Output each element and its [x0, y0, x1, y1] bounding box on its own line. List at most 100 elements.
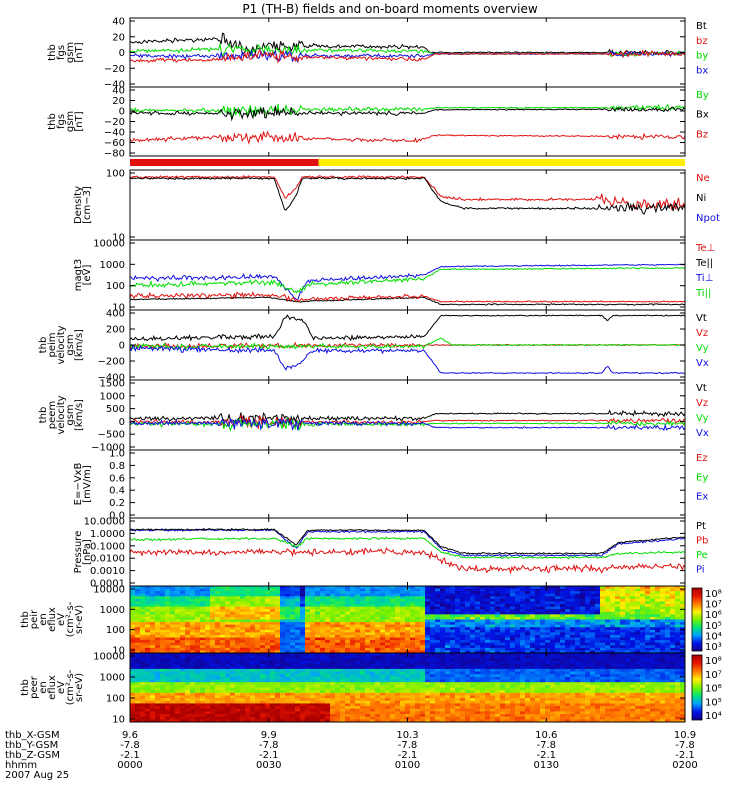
spectrogram-cell — [160, 677, 165, 680]
spectrogram-cell — [430, 627, 435, 630]
spectrogram-cell — [580, 632, 585, 635]
spectrogram-cell — [205, 717, 210, 720]
spectrogram-cell — [330, 614, 335, 617]
spectrogram-cell — [380, 632, 385, 635]
spectrogram-cell — [220, 632, 225, 635]
spectrogram-cell — [440, 625, 445, 628]
spectrogram-cell — [455, 703, 460, 706]
spectrogram-cell — [400, 604, 405, 607]
spectrogram-cell — [335, 609, 340, 612]
spectrogram-cell — [345, 685, 350, 688]
spectrogram-cell — [240, 688, 245, 691]
spectrogram-cell — [260, 672, 265, 675]
spectrogram-cell — [535, 645, 540, 648]
spectrogram-cell — [455, 645, 460, 648]
spectrogram-cell — [220, 711, 225, 714]
spectrogram-cell — [180, 635, 185, 638]
spectrogram-cell — [145, 617, 150, 620]
spectrogram-cell — [430, 645, 435, 648]
spectrogram-cell — [140, 599, 145, 602]
spectrogram-cell — [155, 661, 160, 664]
y-tick-label: 20 — [112, 96, 125, 107]
spectrogram-cell — [445, 625, 450, 628]
spectrogram-cell — [525, 589, 530, 592]
spectrogram-cell — [400, 622, 405, 625]
spectrogram-cell — [450, 714, 455, 717]
spectrogram-cell — [255, 711, 260, 714]
spectrogram-cell — [430, 643, 435, 646]
spectrogram-cell — [180, 607, 185, 610]
spectrogram-cell — [385, 703, 390, 706]
spectrogram-cell — [140, 640, 145, 643]
spectrogram-cell — [180, 622, 185, 625]
spectrogram-cell — [130, 596, 135, 599]
spectrogram-cell — [235, 638, 240, 641]
spectrogram-cell — [660, 612, 665, 615]
spectrogram-cell — [480, 627, 485, 630]
spectrogram-cell — [585, 609, 590, 612]
spectrogram-cell — [195, 589, 200, 592]
spectrogram-cell — [335, 709, 340, 712]
spectrogram-cell — [620, 635, 625, 638]
spectrogram-cell — [135, 661, 140, 664]
spectrogram-cell — [550, 643, 555, 646]
spectrogram-cell — [595, 607, 600, 610]
spectrogram-cell — [170, 609, 175, 612]
spectrogram-cell — [195, 658, 200, 661]
spectrogram-cell — [370, 625, 375, 628]
spectrogram-cell — [160, 709, 165, 712]
spectrogram-cell — [290, 625, 295, 628]
spectrogram-cell — [155, 620, 160, 623]
spectrogram-cell — [290, 672, 295, 675]
spectrogram-cell — [240, 711, 245, 714]
spectrogram-cell — [335, 658, 340, 661]
spectrogram-cell — [420, 669, 425, 672]
spectrogram-cell — [520, 601, 525, 604]
spectrogram-cell — [550, 591, 555, 594]
spectrogram-cell — [305, 674, 310, 677]
peim-series-blue — [130, 346, 685, 374]
spectrogram-cell — [450, 677, 455, 680]
spectrogram-cell — [625, 589, 630, 592]
spectrogram-cell — [265, 661, 270, 664]
spectrogram-cell — [540, 630, 545, 633]
spectrogram-cell — [375, 703, 380, 706]
spectrogram-cell — [190, 632, 195, 635]
spectrogram-cell — [335, 635, 340, 638]
spectrogram-cell — [450, 625, 455, 628]
spectrogram-cell — [170, 666, 175, 669]
spectrogram-cell — [325, 643, 330, 646]
spectrogram-cell — [320, 591, 325, 594]
spectrogram-cell — [265, 620, 270, 623]
spectrogram-cell — [445, 638, 450, 641]
spectrogram-cell — [400, 688, 405, 691]
spectrogram-cell — [150, 685, 155, 688]
spectrogram-cell — [165, 674, 170, 677]
spectrogram-cell — [200, 698, 205, 701]
spectrogram-cell — [335, 620, 340, 623]
spectrogram-cell — [270, 680, 275, 683]
spectrogram-cell — [425, 627, 430, 630]
spectrogram-cell — [545, 617, 550, 620]
spectrogram-cell — [415, 690, 420, 693]
spectrogram-cell — [535, 609, 540, 612]
spectrogram-cell — [235, 617, 240, 620]
spectrogram-cell — [180, 674, 185, 677]
spectrogram-cell — [575, 622, 580, 625]
spectrogram-cell — [225, 627, 230, 630]
spectrogram-cell — [580, 617, 585, 620]
spectrogram-cell — [450, 594, 455, 597]
spectrogram-cell — [445, 672, 450, 675]
spectrogram-cell — [315, 589, 320, 592]
spectrogram-cell — [135, 609, 140, 612]
spectrogram-cell — [225, 614, 230, 617]
spectrogram-cell — [520, 607, 525, 610]
spectrogram-cell — [170, 622, 175, 625]
spectrogram-cell — [350, 591, 355, 594]
spectrogram-cell — [395, 685, 400, 688]
spectrogram-cell — [440, 612, 445, 615]
spectrogram-cell — [500, 599, 505, 602]
spectrogram-cell — [265, 677, 270, 680]
spectrogram-cell — [640, 612, 645, 615]
spectrogram-cell — [630, 630, 635, 633]
